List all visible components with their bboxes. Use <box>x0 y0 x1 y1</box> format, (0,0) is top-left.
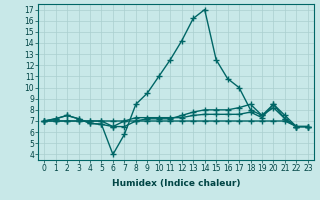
X-axis label: Humidex (Indice chaleur): Humidex (Indice chaleur) <box>112 179 240 188</box>
